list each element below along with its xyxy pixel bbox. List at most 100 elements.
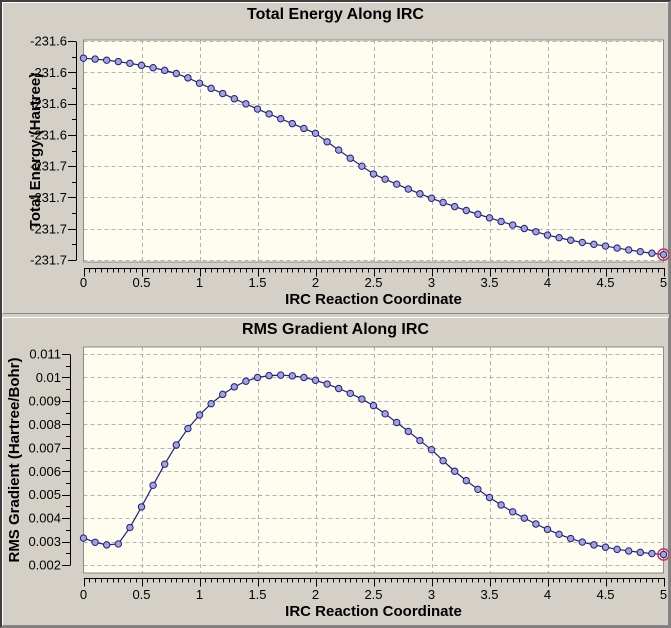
data-point-marker[interactable] — [300, 373, 308, 382]
data-point-marker[interactable] — [485, 214, 494, 222]
data-point-marker[interactable] — [242, 100, 250, 108]
data-point-marker[interactable] — [358, 395, 366, 403]
data-point-marker[interactable] — [126, 523, 134, 532]
data-point-marker[interactable] — [636, 548, 644, 557]
data-point-marker[interactable] — [393, 180, 401, 188]
data-point-marker[interactable] — [451, 467, 459, 475]
data-point-marker[interactable] — [230, 95, 239, 103]
data-point-marker[interactable] — [625, 246, 633, 254]
data-point-marker[interactable] — [613, 244, 621, 252]
data-point-marker[interactable] — [103, 56, 111, 64]
data-point-marker[interactable] — [79, 54, 88, 62]
data-point-marker[interactable] — [427, 194, 436, 202]
data-point-marker[interactable] — [311, 376, 320, 384]
data-point-marker[interactable] — [474, 210, 482, 218]
data-point-marker[interactable] — [172, 441, 181, 449]
data-point-marker[interactable] — [288, 119, 296, 128]
data-point-marker[interactable] — [543, 231, 552, 239]
data-point-marker[interactable] — [485, 493, 494, 502]
data-point-marker[interactable] — [567, 534, 575, 543]
data-point-marker[interactable] — [567, 236, 575, 244]
data-point-marker[interactable] — [648, 249, 656, 257]
data-point-marker[interactable] — [195, 79, 204, 87]
data-point-marker[interactable] — [149, 64, 157, 72]
data-point-marker[interactable] — [416, 436, 424, 445]
data-point-marker[interactable] — [126, 59, 134, 68]
data-point-marker[interactable] — [161, 66, 169, 75]
data-point-marker[interactable] — [79, 534, 88, 542]
data-point-marker[interactable] — [509, 508, 517, 516]
data-point-marker[interactable] — [601, 543, 610, 551]
data-point-marker[interactable] — [532, 520, 540, 528]
data-point-marker[interactable] — [219, 89, 227, 98]
data-point-marker[interactable] — [555, 530, 563, 539]
data-point-marker[interactable] — [242, 377, 250, 385]
data-point-marker[interactable] — [137, 503, 146, 511]
data-point-marker[interactable] — [103, 541, 111, 549]
data-point-marker[interactable] — [91, 538, 99, 546]
data-point-marker[interactable] — [184, 424, 192, 433]
data-point-marker[interactable] — [253, 105, 262, 113]
data-point-marker[interactable] — [520, 514, 528, 522]
data-point-marker[interactable] — [578, 538, 586, 546]
data-point-marker[interactable] — [323, 380, 331, 388]
data-point-marker[interactable] — [404, 427, 412, 436]
data-point-marker[interactable] — [532, 228, 540, 236]
data-point-marker[interactable] — [659, 550, 668, 559]
data-point-marker[interactable] — [346, 154, 354, 162]
data-point-marker[interactable] — [300, 124, 308, 133]
data-point-marker[interactable] — [509, 221, 517, 229]
data-point-marker[interactable] — [555, 234, 563, 242]
data-point-marker[interactable] — [462, 206, 470, 215]
data-point-marker[interactable] — [207, 84, 215, 93]
data-point-marker[interactable] — [114, 540, 123, 548]
data-point-marker[interactable] — [346, 389, 354, 398]
data-point-marker[interactable] — [590, 541, 598, 549]
data-point-marker[interactable] — [439, 457, 447, 465]
data-point-marker[interactable] — [381, 175, 389, 183]
data-point-marker[interactable] — [659, 250, 668, 259]
data-point-marker[interactable] — [265, 371, 273, 380]
data-point-marker[interactable] — [474, 485, 482, 494]
data-point-marker[interactable] — [277, 115, 285, 123]
data-point-marker[interactable] — [172, 69, 181, 78]
data-point-marker[interactable] — [462, 476, 470, 485]
data-point-marker[interactable] — [369, 401, 378, 410]
data-point-marker[interactable] — [207, 400, 215, 408]
data-point-marker[interactable] — [288, 372, 296, 380]
data-point-marker[interactable] — [137, 61, 146, 70]
data-point-marker[interactable] — [161, 460, 169, 468]
data-point-marker[interactable] — [219, 390, 227, 399]
data-point-marker[interactable] — [358, 162, 366, 170]
data-point-marker[interactable] — [311, 129, 320, 138]
data-point-marker[interactable] — [335, 146, 343, 154]
data-point-marker[interactable] — [323, 138, 331, 146]
data-point-marker[interactable] — [451, 202, 459, 211]
data-point-marker[interactable] — [427, 445, 436, 454]
data-point-marker[interactable] — [601, 242, 610, 250]
data-point-marker[interactable] — [439, 198, 447, 207]
data-point-marker[interactable] — [578, 238, 586, 247]
data-point-marker[interactable] — [497, 501, 505, 509]
data-point-marker[interactable] — [625, 547, 633, 555]
data-point-marker[interactable] — [265, 110, 273, 118]
data-point-marker[interactable] — [335, 384, 343, 393]
data-point-marker[interactable] — [114, 57, 123, 66]
data-point-marker[interactable] — [149, 481, 157, 490]
data-point-marker[interactable] — [590, 240, 598, 249]
data-point-marker[interactable] — [253, 373, 262, 382]
data-point-marker[interactable] — [416, 190, 424, 198]
data-point-marker[interactable] — [613, 545, 621, 554]
data-point-marker[interactable] — [393, 418, 401, 427]
data-point-marker[interactable] — [636, 247, 644, 256]
data-point-marker[interactable] — [91, 55, 99, 63]
data-point-marker[interactable] — [520, 224, 528, 233]
data-point-marker[interactable] — [369, 170, 378, 178]
data-point-marker[interactable] — [543, 525, 552, 534]
data-point-marker[interactable] — [184, 74, 192, 82]
data-point-marker[interactable] — [404, 185, 412, 193]
data-point-marker[interactable] — [648, 549, 656, 558]
data-point-marker[interactable] — [195, 411, 204, 419]
data-point-marker[interactable] — [497, 217, 505, 226]
data-point-marker[interactable] — [277, 371, 285, 379]
